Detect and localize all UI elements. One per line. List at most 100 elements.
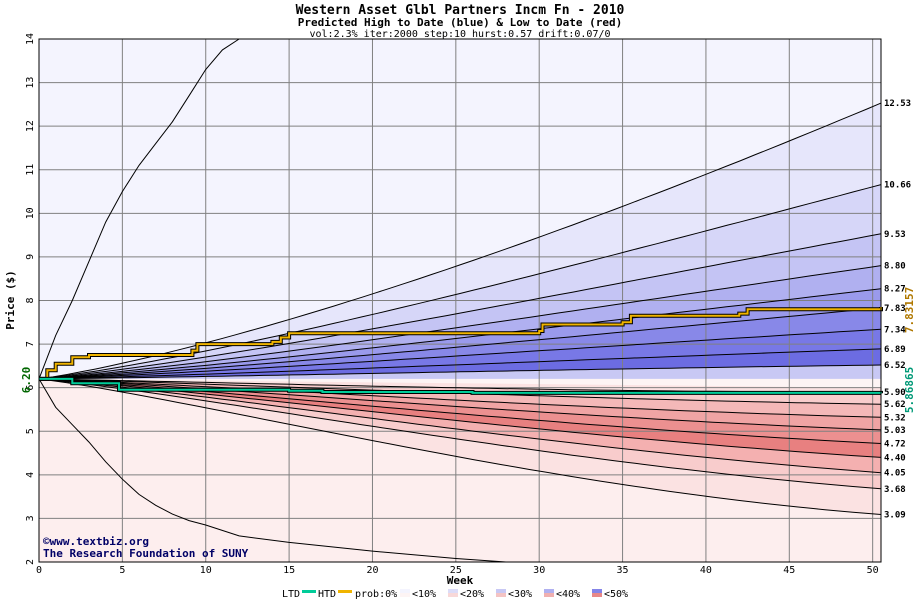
legend-prob-label: prob:0% <box>355 589 397 600</box>
y-tick-5: 5 <box>25 428 36 434</box>
x-tick-15: 15 <box>283 565 295 576</box>
curve-outer-high <box>38 38 240 380</box>
legend-bin-swatch-high-0 <box>400 589 410 593</box>
legend-bin-swatch-low-1 <box>448 593 458 597</box>
curve-high-6 <box>38 328 882 380</box>
legend-bin-label-1: <20% <box>460 589 484 600</box>
plot-frame <box>38 38 882 563</box>
band-low-outer <box>39 378 881 562</box>
legend-bin-swatch-low-3 <box>544 593 554 597</box>
legend-ltd-swatch <box>302 590 316 593</box>
legend-bin-swatch-low-0 <box>400 593 410 597</box>
legend-bin-swatch-high-1 <box>448 589 458 593</box>
y-tick-14: 14 <box>25 33 36 45</box>
y-tick-2: 2 <box>25 559 36 565</box>
legend-htd-label: HTD <box>318 589 336 600</box>
curve-high-8 <box>38 364 882 380</box>
legend-bin-swatch-high-4 <box>592 589 602 593</box>
curve-low-7 <box>38 378 882 490</box>
curve-low-6 <box>38 378 882 474</box>
x-tick-40: 40 <box>700 565 712 576</box>
right-label-2: 9.53 <box>884 230 906 240</box>
credit-line-1: ©www.textbiz.org <box>43 535 149 548</box>
legend: LTD HTD prob:0% <10% <20% <30% <40% <50% <box>282 589 628 600</box>
right-label-13: 4.72 <box>884 439 906 449</box>
x-tick-50: 50 <box>867 565 879 576</box>
htd-path <box>39 307 882 380</box>
legend-bin-swatch-high-3 <box>544 589 554 593</box>
low-end-value-label: 5.86865 <box>903 367 916 413</box>
curve-high-7 <box>38 348 882 380</box>
curve-high-0 <box>38 102 882 380</box>
legend-htd-swatch <box>338 590 352 593</box>
curve-low-8 <box>38 378 882 515</box>
legend-bin-label-4: <50% <box>604 589 628 600</box>
x-tick-20: 20 <box>366 565 378 576</box>
right-label-12: 5.03 <box>884 426 906 436</box>
grid-lines <box>38 38 881 563</box>
right-label-15: 4.05 <box>884 469 906 479</box>
x-tick-35: 35 <box>617 565 629 576</box>
band-high-6 <box>39 329 881 379</box>
right-label-9: 5.90 <box>884 388 906 398</box>
curve-outer-low <box>38 378 506 563</box>
legend-bin-swatch-low-2 <box>496 593 506 597</box>
y-tick-8: 8 <box>25 297 36 303</box>
legend-ltd-label: LTD <box>282 589 300 600</box>
right-label-8: 6.52 <box>884 361 906 371</box>
right-label-14: 4.40 <box>884 453 906 463</box>
chart-title: Western Asset Glbl Partners Incm Fn - 20… <box>296 3 625 18</box>
right-label-7: 6.89 <box>884 345 906 355</box>
right-label-4: 8.27 <box>884 285 906 295</box>
band-low-0 <box>39 378 881 392</box>
credit-line-2: The Research Foundation of SUNY <box>43 547 249 560</box>
y-tick-13: 13 <box>25 77 36 89</box>
y-tick-6: 6 <box>25 385 36 391</box>
band-low-7 <box>39 378 881 489</box>
right-label-17: 3.09 <box>884 510 906 520</box>
y-tick-11: 11 <box>25 164 36 176</box>
y-tick-7: 7 <box>25 341 36 347</box>
right-label-10: 5.62 <box>884 400 906 410</box>
legend-bins: <10% <20% <30% <40% <50% <box>400 589 628 600</box>
y-tick-3: 3 <box>25 515 36 521</box>
right-label-3: 8.80 <box>884 262 906 272</box>
y-axis-label: Price ($) <box>4 270 17 330</box>
predicted-paths <box>39 307 883 395</box>
right-labels: 12.53 10.66 9.53 8.80 8.27 7.83 7.34 6.89 6.52 5.… <box>884 99 911 520</box>
right-label-1: 10.66 <box>884 181 911 191</box>
right-label-6: 7.34 <box>884 325 906 335</box>
x-tick-0: 0 <box>36 565 42 576</box>
start-price-label: 6.20 <box>20 367 33 394</box>
curve-low-3 <box>38 378 882 431</box>
right-label-11: 5.32 <box>884 413 906 423</box>
y-tick-12: 12 <box>25 120 36 132</box>
x-tick-10: 10 <box>200 565 212 576</box>
right-label-0: 12.53 <box>884 99 911 109</box>
x-tick-45: 45 <box>783 565 795 576</box>
y-tick-9: 9 <box>25 254 36 260</box>
legend-bin-swatch-low-4 <box>592 593 602 597</box>
y-tick-4: 4 <box>25 472 36 478</box>
curve-high-2 <box>38 233 882 380</box>
curve-high-5 <box>38 307 882 380</box>
legend-bin-swatch-high-2 <box>496 589 506 593</box>
x-tick-25: 25 <box>450 565 462 576</box>
band-low-8 <box>39 378 881 515</box>
chart-params: vol:2.3% iter:2000 step:10 hurst:0.57 dr… <box>309 29 610 40</box>
x-tick-30: 30 <box>533 565 545 576</box>
x-axis-label: Week <box>447 574 474 587</box>
curve-high-4 <box>38 288 882 380</box>
chart-subtitle: Predicted High to Date (blue) & Low to D… <box>298 16 623 29</box>
curve-low-2 <box>38 378 882 418</box>
curve-high-3 <box>38 265 882 380</box>
high-end-value-label: 7.83157 <box>903 287 916 333</box>
y-tick-10: 10 <box>25 207 36 219</box>
right-label-16: 3.68 <box>884 485 906 495</box>
legend-bin-label-0: <10% <box>412 589 436 600</box>
right-label-5: 7.83 <box>884 304 906 314</box>
legend-bin-label-2: <30% <box>508 589 532 600</box>
ltd-path <box>39 377 882 394</box>
